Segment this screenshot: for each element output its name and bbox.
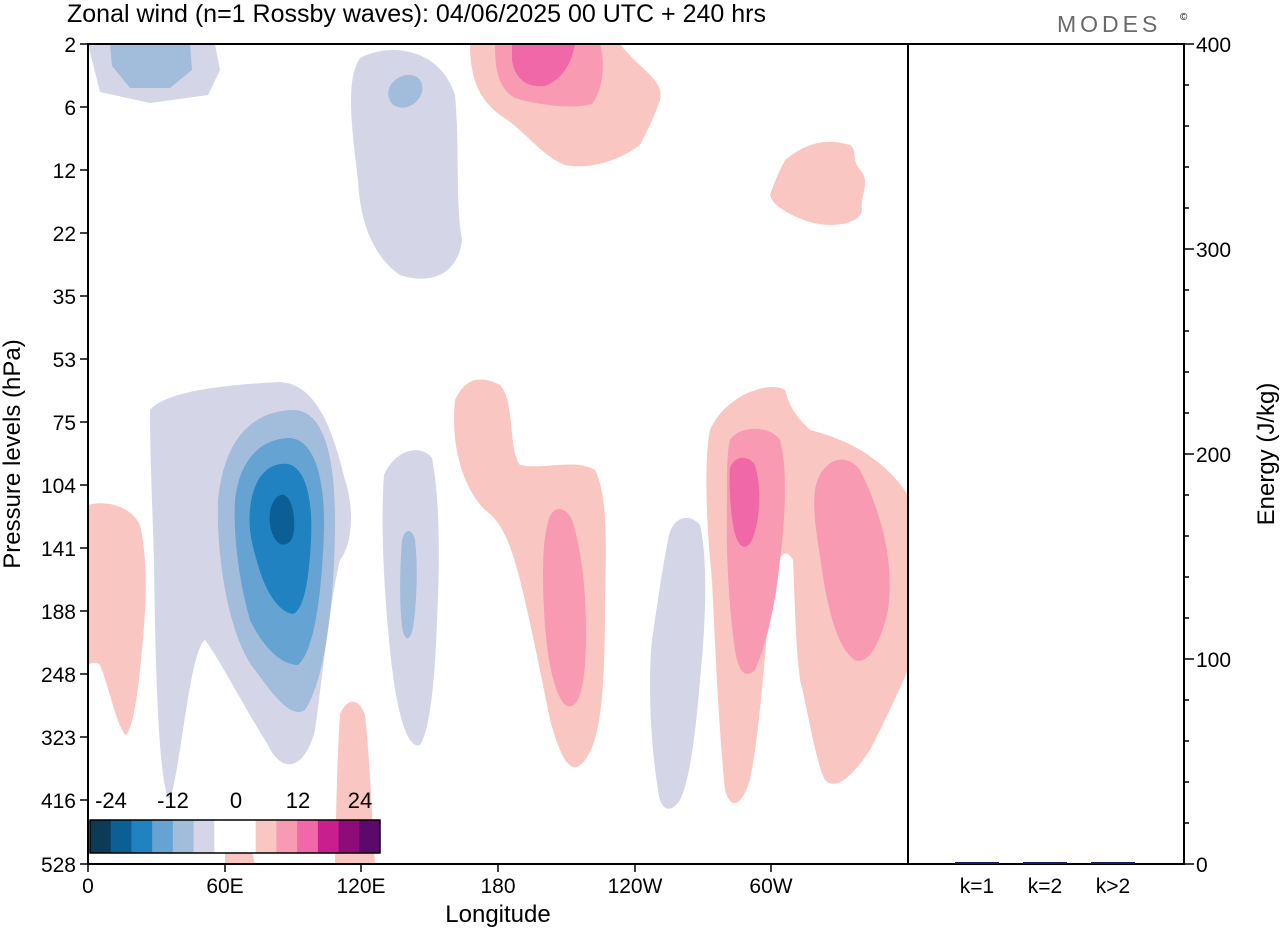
heatmap-panel: 2 6 12 22 35 53 75 104 141 188 248 323 4… <box>0 34 909 928</box>
colorbar-swatch <box>90 820 112 853</box>
energy-y-tick-label: 100 <box>1196 649 1231 672</box>
colorbar-swatch <box>338 820 360 853</box>
brand-mark: © <box>1180 12 1188 23</box>
energy-bar <box>955 862 999 864</box>
brand-logo: MODES <box>1057 11 1161 37</box>
energy-y-tick-label: 400 <box>1196 34 1231 57</box>
pos-contour-upper-right <box>770 141 866 225</box>
pos-contour-center-inner <box>543 508 587 707</box>
x-tick-label: 120E <box>336 875 385 898</box>
y-tick-label: 141 <box>41 538 76 561</box>
x-tick-label: 120W <box>608 875 663 898</box>
energy-y-tick-label: 300 <box>1196 239 1231 262</box>
colorbar-swatch <box>276 820 298 853</box>
pos-contour-top-l3 <box>512 44 575 87</box>
chart-title: Zonal wind (n=1 Rossby waves): 04/06/202… <box>67 0 766 28</box>
x-tick-label: 60W <box>749 875 792 898</box>
neg-contour-upper-mid-inner <box>388 74 423 108</box>
x-tick-label: 0 <box>82 875 94 898</box>
colorbar-swatch <box>317 820 340 853</box>
neg-contour-lower-mid-inner <box>400 531 417 639</box>
colorbar-swatch <box>214 820 236 853</box>
energy-bar <box>1091 862 1135 864</box>
y-tick-label: 248 <box>41 664 76 687</box>
colorbar-tick-label: 12 <box>286 788 310 813</box>
contour-fields <box>88 44 908 864</box>
energy-y-tick-label: 200 <box>1196 444 1231 467</box>
y-tick-label: 416 <box>41 790 76 813</box>
y-tick-label: 53 <box>53 349 76 372</box>
energy-category-label: k>2 <box>1096 875 1130 898</box>
colorbar: -24 -12 0 12 24 <box>89 788 381 854</box>
energy-panel: 0 100 200 300 400 k=1 k=2 k>2 Energy (J/kg) <box>907 34 1280 898</box>
x-tick-label: 180 <box>480 875 515 898</box>
energy-bars <box>955 862 1135 864</box>
energy-axis-label: Energy (J/kg) <box>1253 383 1280 526</box>
colorbar-swatch <box>235 820 257 853</box>
pos-contour-right-l3 <box>729 457 760 547</box>
colorbar-swatch <box>359 820 381 853</box>
colorbar-tick-label: -12 <box>157 788 189 813</box>
colorbar-tick-label: 0 <box>230 788 242 813</box>
x-tick-label: 60E <box>206 875 243 898</box>
y-tick-label: 104 <box>41 475 76 498</box>
colorbar-swatch <box>152 820 174 853</box>
pos-contour-center-outer <box>454 379 606 768</box>
energy-y-axis: 0 100 200 300 400 <box>1184 34 1231 877</box>
y-axis-label: Pressure levels (hPa) <box>0 339 26 568</box>
y-tick-label: 188 <box>41 601 76 624</box>
colorbar-swatch <box>131 820 153 853</box>
colorbar-tick-label: -24 <box>95 788 127 813</box>
colorbar-swatches <box>90 820 381 853</box>
y-tick-label: 323 <box>41 727 76 750</box>
y-tick-label: 22 <box>53 223 76 246</box>
neg-contour-right <box>650 517 706 809</box>
y-tick-label: 6 <box>64 97 76 120</box>
neg-contour-upper-mid <box>351 50 462 279</box>
colorbar-frame <box>89 819 381 854</box>
pos-contour-right-l2b <box>814 459 890 661</box>
energy-category-label: k=2 <box>1028 875 1062 898</box>
colorbar-tick-label: 24 <box>348 788 372 813</box>
colorbar-swatch <box>297 820 319 853</box>
colorbar-swatch <box>110 820 132 853</box>
colorbar-swatch <box>255 820 277 853</box>
energy-category-label: k=1 <box>960 875 994 898</box>
y-axis-pressure: 2 6 12 22 35 53 75 104 141 188 248 323 4… <box>41 34 88 877</box>
y-tick-label: 35 <box>53 286 76 309</box>
energy-y-tick-label: 0 <box>1196 854 1208 877</box>
y-tick-label: 2 <box>64 34 76 57</box>
energy-frame <box>907 43 1185 865</box>
y-tick-label: 528 <box>41 854 76 877</box>
x-axis-label: Longitude <box>445 901 550 928</box>
x-axis-longitude: 0 60E 120E 180 120W 60W <box>82 864 793 898</box>
y-tick-label: 75 <box>53 412 76 435</box>
neg-contour-main-core <box>269 494 295 545</box>
neg-contour-topleft-inner <box>110 44 192 88</box>
y-tick-label: 12 <box>53 160 76 183</box>
colorbar-swatch <box>193 820 215 853</box>
colorbar-swatch <box>172 820 195 853</box>
pos-contour-left-edge <box>88 503 146 735</box>
energy-x-axis: k=1 k=2 k>2 <box>960 875 1130 898</box>
energy-bar <box>1023 862 1067 864</box>
